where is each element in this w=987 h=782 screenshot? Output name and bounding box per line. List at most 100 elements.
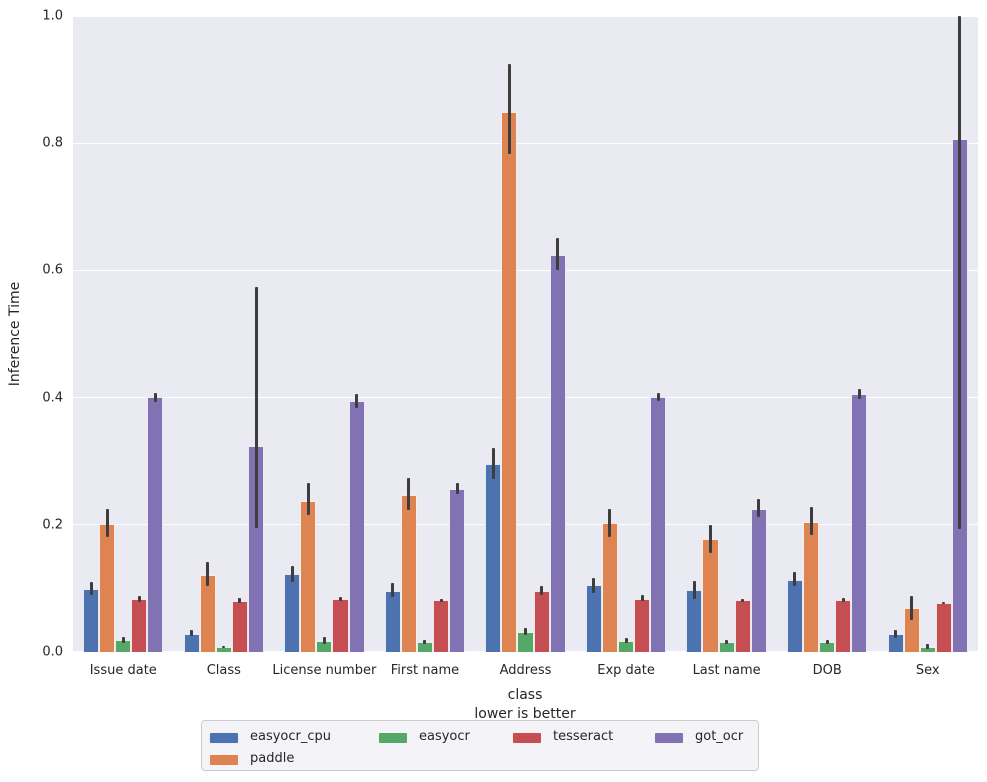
y-tick-label: 1.0 — [42, 8, 63, 24]
x-tick-label-sex: Sex — [915, 663, 940, 678]
error-bar-tesseract-license-number — [338, 596, 342, 602]
legend-swatch-got_ocr — [654, 732, 684, 744]
error-bar-easyocr-dob — [825, 639, 829, 644]
bar-tesseract-exp-date — [634, 598, 651, 652]
x-tick-label-exp-date: Exp date — [597, 663, 655, 678]
x-tick-label-class: Class — [206, 663, 241, 678]
bar-got_ocr-license-number — [348, 401, 365, 652]
error-bar-easyocr_cpu-address — [491, 447, 495, 479]
error-bar-easyocr_cpu-exp-date — [592, 578, 596, 594]
bar-tesseract-license-number — [332, 599, 349, 652]
error-bar-tesseract-issue-date — [137, 596, 141, 602]
error-bar-got_ocr-issue-date — [153, 392, 157, 403]
bar-easyocr_cpu-last-name — [686, 590, 703, 652]
bar-easyocr_cpu-dob — [786, 580, 804, 652]
error-bar-easyocr-first-name — [423, 639, 427, 644]
error-bar-paddle-class — [206, 561, 210, 586]
bar-got_ocr-first-name — [449, 488, 466, 652]
error-bar-easyocr_cpu-sex — [894, 629, 898, 638]
error-bar-got_ocr-last-name — [757, 499, 761, 517]
bar-tesseract-sex — [935, 603, 952, 652]
error-bar-easyocr_cpu-issue-date — [89, 582, 93, 595]
y-tick-label: 0.2 — [42, 517, 63, 533]
error-bar-got_ocr-dob — [857, 389, 861, 399]
bar-got_ocr-last-name — [750, 508, 767, 652]
bar-tesseract-first-name — [432, 600, 450, 652]
error-bar-tesseract-first-name — [439, 598, 443, 603]
error-bar-tesseract-exp-date — [640, 594, 644, 602]
bar-paddle-address — [501, 112, 518, 652]
error-bar-easyocr-address — [524, 627, 527, 635]
gridline — [73, 142, 978, 144]
legend-swatch-tesseract — [512, 732, 542, 744]
bar-easyocr_cpu-exp-date — [585, 584, 602, 652]
error-bar-tesseract-class — [238, 597, 242, 604]
bar-got_ocr-exp-date — [650, 396, 667, 652]
error-bar-tesseract-sex — [942, 601, 946, 605]
error-bar-paddle-sex — [910, 596, 914, 620]
bar-easyocr_cpu-license-number — [284, 574, 301, 652]
bar-got_ocr-address — [549, 254, 566, 652]
y-tick-label: 0.8 — [42, 135, 63, 151]
bar-paddle-exp-date — [601, 522, 618, 652]
legend-swatch-easyocr_cpu — [209, 732, 239, 744]
error-bar-got_ocr-class — [254, 286, 258, 528]
error-bar-easyocr-issue-date — [121, 636, 125, 644]
gridline — [73, 269, 978, 272]
legend-label: got_ocr — [695, 729, 744, 744]
bar-tesseract-dob — [835, 599, 852, 652]
y-tick-label: 0.6 — [42, 262, 63, 278]
x-tick-label-dob: DOB — [812, 663, 842, 678]
error-bar-paddle-exp-date — [608, 508, 612, 537]
legend-label: tesseract — [553, 729, 614, 744]
y-axis-label: Inference Time — [7, 281, 23, 387]
error-bar-got_ocr-address — [556, 237, 560, 270]
legend-label: paddle — [250, 751, 295, 766]
error-bar-easyocr-exp-date — [624, 638, 628, 644]
bar-easyocr_cpu-address — [485, 463, 502, 652]
error-bar-got_ocr-license-number — [355, 393, 359, 409]
error-bar-paddle-first-name — [407, 478, 411, 511]
x-axis-label: class — [507, 687, 543, 703]
bar-got_ocr-issue-date — [147, 396, 164, 652]
gridline — [73, 15, 978, 17]
error-bar-tesseract-dob — [841, 597, 845, 602]
legend-label: easyocr_cpu — [250, 729, 332, 744]
plot-area — [73, 15, 978, 653]
bar-paddle-issue-date — [99, 524, 116, 652]
error-bar-paddle-issue-date — [105, 508, 109, 537]
error-bar-paddle-dob — [809, 506, 813, 535]
error-bar-paddle-last-name — [709, 524, 713, 554]
bar-tesseract-class — [231, 601, 248, 652]
gridline — [73, 651, 978, 653]
bar-paddle-last-name — [702, 539, 719, 652]
bar-easyocr_cpu-first-name — [384, 590, 401, 652]
x-tick-label-issue-date: Issue date — [89, 663, 157, 678]
error-bar-easyocr_cpu-last-name — [692, 581, 696, 599]
error-bar-paddle-address — [507, 64, 511, 154]
x-tick-label-first-name: First name — [390, 663, 460, 678]
error-bar-easyocr_cpu-dob — [793, 571, 797, 587]
x-tick-label-last-name: Last name — [692, 663, 761, 678]
bar-got_ocr-dob — [851, 394, 868, 652]
gridline — [73, 396, 978, 399]
error-bar-easyocr_cpu-first-name — [391, 582, 395, 597]
error-bar-easyocr-class — [222, 645, 226, 649]
y-tick-label: 0.0 — [42, 644, 63, 660]
bar-paddle-class — [199, 575, 216, 652]
bar-easyocr_cpu-issue-date — [83, 589, 100, 652]
x-tick-label-license-number: License number — [272, 663, 377, 678]
bar-paddle-license-number — [300, 500, 317, 652]
gridline — [73, 524, 978, 526]
error-bar-got_ocr-sex — [958, 16, 962, 530]
error-bar-easyocr_cpu-class — [190, 629, 194, 637]
error-bar-tesseract-address — [540, 585, 544, 595]
bar-paddle-first-name — [400, 494, 417, 652]
error-bar-tesseract-last-name — [741, 598, 745, 603]
error-bar-easyocr_cpu-license-number — [290, 566, 294, 583]
x-axis-subtitle: lower is better — [474, 706, 576, 722]
bar-easyocr-address — [517, 632, 534, 652]
bar-tesseract-issue-date — [131, 599, 148, 652]
legend-label: easyocr — [419, 729, 470, 744]
